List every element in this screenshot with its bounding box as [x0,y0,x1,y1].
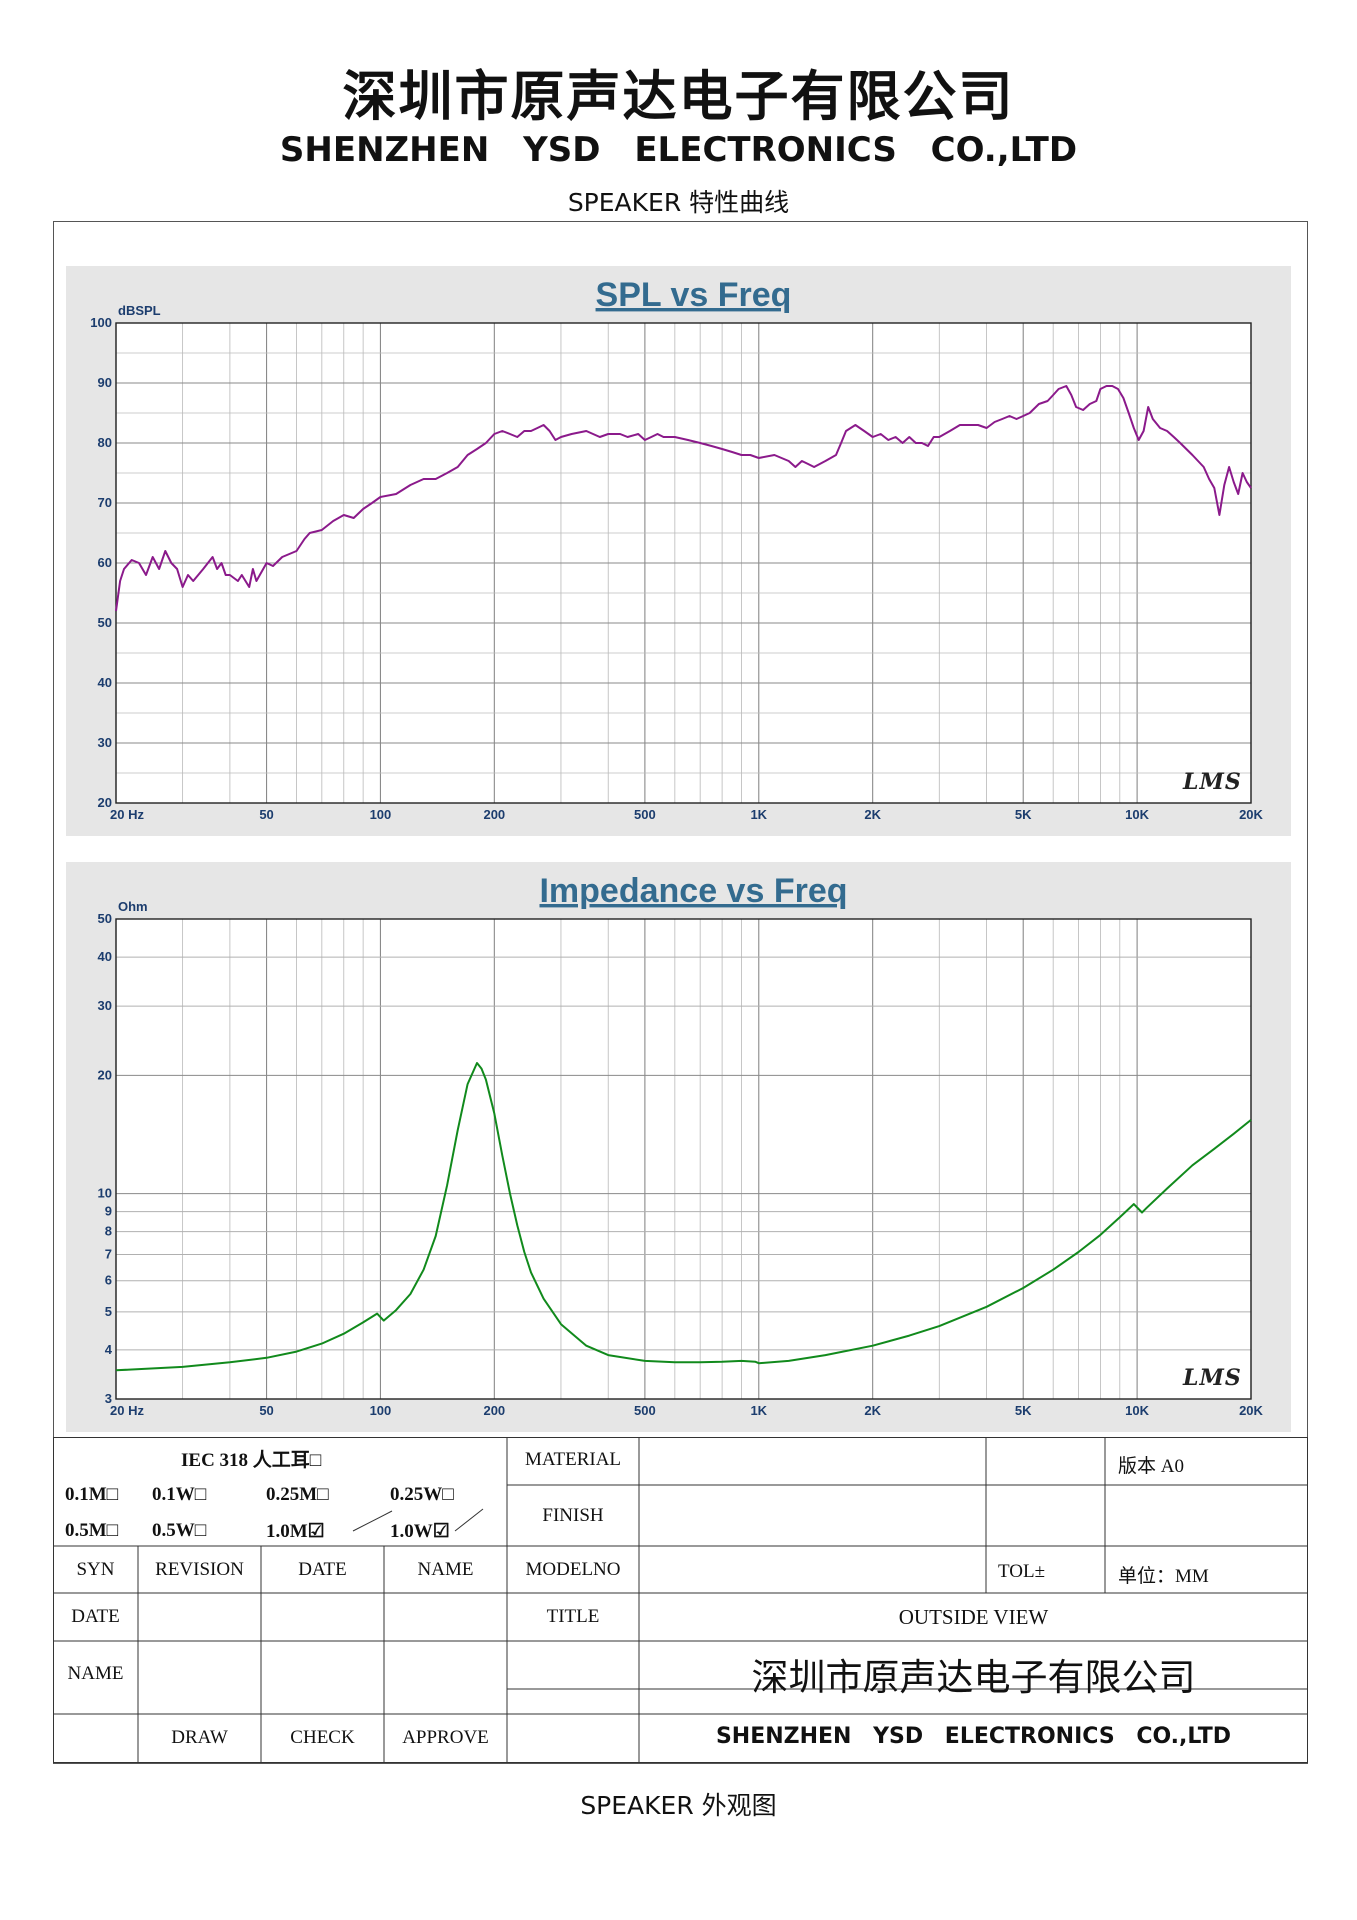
plot-frame [115,322,1252,804]
y-tick-label: 10 [98,1186,112,1201]
company-name-en-footer: SHENZHEN YSD ELECTRONICS CO.,LTD [715,1724,1232,1749]
lms-watermark: LMS [1182,1365,1242,1391]
spl-chart: SPL vs Freq dBSPL 100 90 80 70 60 50 40 30 20 20 Hz… [66,266,1291,836]
x-tick-label: 100 [370,1403,392,1418]
y-tick-label: 9 [105,1204,112,1219]
y-tick-label: 50 [98,615,112,630]
y-tick-label: 60 [98,555,112,570]
option-0-25w[interactable]: 0.25W□ [390,1484,454,1505]
chart-svg: Impedance vs Freq Ohm 50 40 30 20 10 9 8 7 6 5 4 320 … [98,872,1264,1418]
y-tick-label: 6 [105,1273,112,1288]
material-label: MATERIAL [524,1449,622,1470]
option-1-0w[interactable]: 1.0W☑ [390,1521,450,1542]
iec-318-label: IEC 318 人工耳□ [181,1450,322,1471]
option-0-25m[interactable]: 0.25M□ [266,1484,329,1505]
draw-label: DRAW [171,1727,228,1748]
modelno-label: MODELNO [525,1559,621,1580]
tolerance-label: TOL± [998,1561,1046,1582]
drawing-frame [53,221,1308,1764]
y-tick-label: 4 [105,1342,113,1357]
title-block-grid [53,1437,1308,1763]
chart-title: Impedance vs Freq [539,872,847,910]
chart-title: SPL vs Freq [596,276,792,314]
x-tick-label: 1K [750,1403,767,1418]
y-tick-label: 40 [98,675,112,690]
name-header: NAME [417,1559,474,1580]
document-subtitle: SPEAKER 特性曲线 [567,188,790,217]
y-tick-label: 80 [98,435,112,450]
y-tick-label: 7 [105,1246,112,1261]
plot-area [116,919,1251,1399]
data-series-line [115,385,1252,612]
x-tick-label: 500 [634,1403,656,1418]
grid [115,918,1252,1400]
x-tick-label: 2K [864,1403,881,1418]
y-tick-label: 5 [105,1304,112,1319]
version-label: 版本 A0 [1118,1456,1184,1477]
option-0-5m[interactable]: 0.5M□ [65,1520,119,1541]
x-tick-label: 500 [634,807,656,822]
y-tick-label: 70 [98,495,112,510]
option-0-5w[interactable]: 0.5W□ [152,1520,207,1541]
y-tick-label: 20 [98,795,112,810]
company-name-cn: 深圳市原声达电子有限公司 [342,65,1015,128]
x-tick-label: 10K [1125,807,1149,822]
lms-watermark: LMS [1182,769,1242,795]
x-tick-label: 20K [1239,1403,1263,1418]
company-name-en: SHENZHEN YSD ELECTRONICS CO.,LTD [279,130,1078,170]
impedance-chart: Impedance vs Freq Ohm 50 40 30 20 10 9 8 7 6 5 4 3 20 … [66,862,1291,1432]
y-tick-label: 40 [98,949,112,964]
approve-label: APPROVE [402,1727,489,1748]
footer-caption: SPEAKER 外观图 [580,1791,777,1820]
y-tick-label: 90 [98,375,112,390]
option-0-1m[interactable]: 0.1M□ [65,1484,119,1505]
company-name-cn-footer: 深圳市原声达电子有限公司 [751,1656,1196,1699]
x-tick-label: 200 [483,807,505,822]
x-tick-label: 20 Hz [110,807,144,822]
x-tick-label: 20K [1239,807,1263,822]
y-axis-unit: dBSPL [118,303,161,318]
data-series-line [115,1062,1252,1372]
x-tick-label: 20 Hz [110,1403,144,1418]
title-label: TITLE [546,1606,600,1627]
x-tick-label: 200 [483,1403,505,1418]
option-0-1w[interactable]: 0.1W□ [152,1484,207,1505]
syn-header: SYN [76,1559,115,1580]
title-block: IEC 318 人工耳□ 0.1M□ 0.1W□ 0.25M□ 0.25W□ 0… [53,1437,1308,1763]
y-tick-label: 3 [105,1391,112,1406]
title-value: OUTSIDE VIEW [898,1605,1049,1629]
x-tick-label: 5K [1015,1403,1032,1418]
name-row-label: NAME [67,1663,124,1684]
x-tick-label: 50 [259,1403,273,1418]
date-row-label: DATE [71,1606,120,1627]
x-tick-label: 1K [750,807,767,822]
revision-header: REVISION [155,1559,244,1580]
y-axis-unit: Ohm [118,899,148,914]
x-tick-label: 10K [1125,1403,1149,1418]
check-label: CHECK [290,1727,355,1748]
unit-label: 单位：MM [1118,1566,1209,1587]
x-tick-label: 100 [370,807,392,822]
date-header: DATE [298,1559,347,1580]
y-tick-label: 30 [98,735,112,750]
x-tick-label: 50 [259,807,273,822]
y-tick-label: 100 [90,315,112,330]
y-tick-label: 50 [98,911,112,926]
y-tick-label: 20 [98,1067,112,1082]
x-tick-label: 2K [864,807,881,822]
plot-frame [115,918,1252,1400]
y-tick-label: 30 [98,998,112,1013]
finish-label: FINISH [542,1505,604,1526]
x-tick-label: 5K [1015,807,1032,822]
y-tick-label: 8 [105,1224,112,1239]
option-1-0m[interactable]: 1.0M☑ [266,1521,325,1542]
